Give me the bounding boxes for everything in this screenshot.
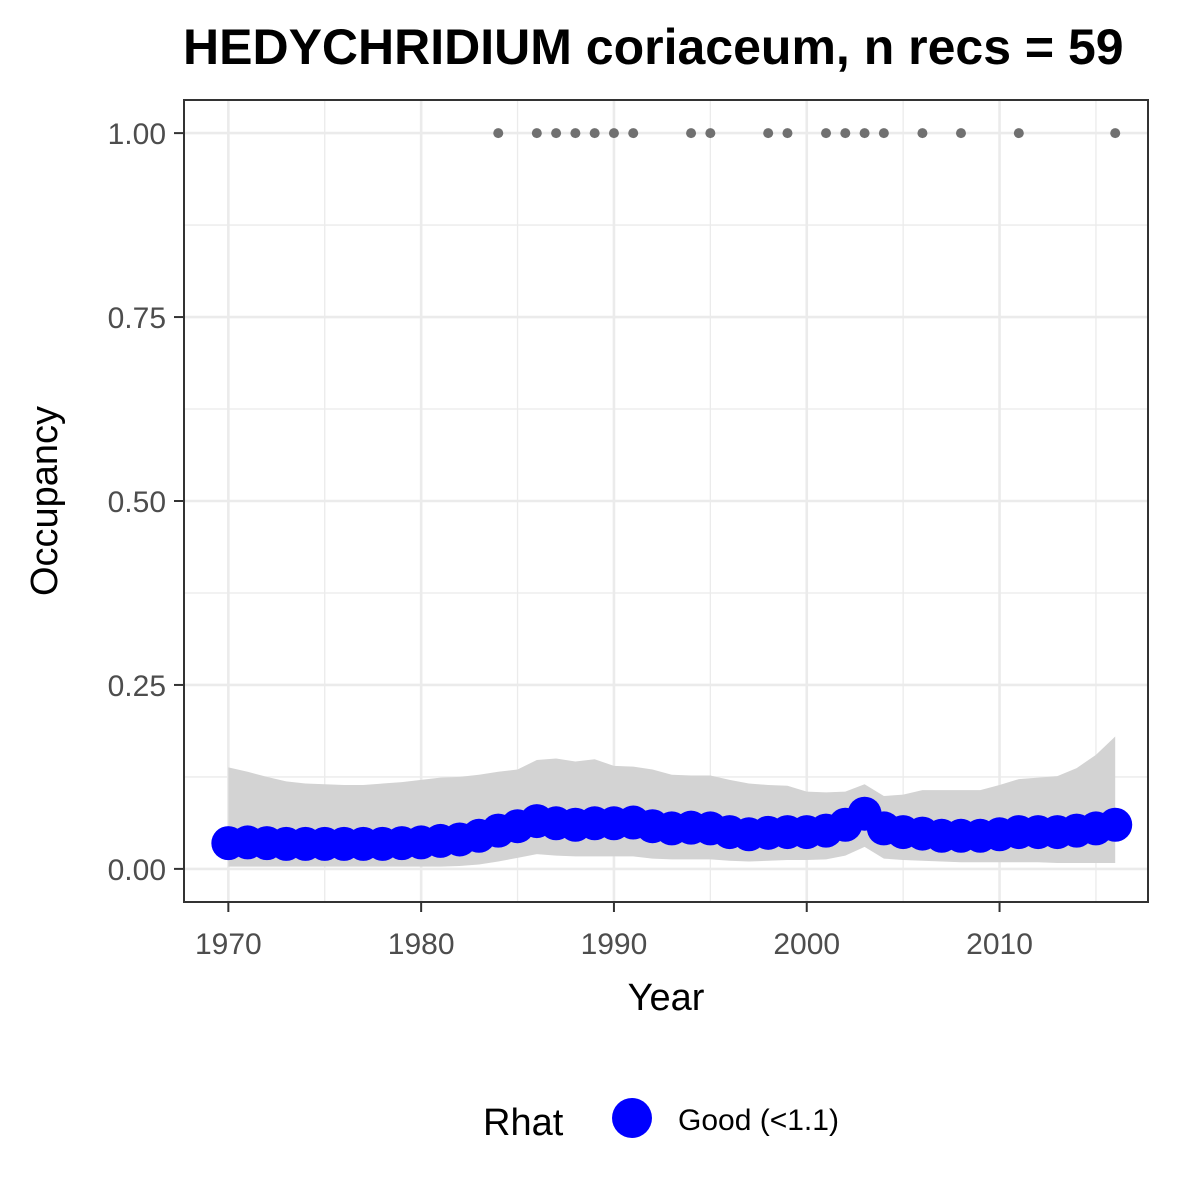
legend: Rhat Good (<1.1) — [483, 1098, 839, 1144]
occupancy-point — [1098, 807, 1133, 842]
record-point — [493, 128, 504, 139]
y-tick-label: 0.00 — [108, 854, 166, 887]
x-tick-label: 2010 — [966, 928, 1033, 961]
record-point — [840, 128, 851, 139]
record-point — [589, 128, 600, 139]
record-point — [686, 128, 697, 139]
record-point — [705, 128, 716, 139]
record-point — [1013, 128, 1024, 139]
plot-grid — [184, 100, 1148, 902]
y-tick-label: 1.00 — [108, 118, 166, 151]
record-point — [551, 128, 562, 139]
record-point — [608, 128, 619, 139]
record-point — [570, 128, 581, 139]
record-point — [878, 128, 889, 139]
record-points — [493, 128, 1121, 139]
record-point — [531, 128, 542, 139]
occupancy-points — [211, 796, 1133, 861]
record-point — [1110, 128, 1121, 139]
x-tick-label: 2000 — [773, 928, 840, 961]
record-point — [782, 128, 793, 139]
x-axis: 1970 1980 1990 2000 2010 — [195, 902, 1033, 961]
legend-title: Rhat — [483, 1102, 564, 1144]
legend-label-good: Good (<1.1) — [678, 1104, 839, 1137]
record-point — [859, 128, 870, 139]
legend-key-good — [612, 1098, 652, 1138]
y-tick-label: 0.25 — [108, 670, 166, 703]
x-tick-label: 1970 — [195, 928, 262, 961]
record-point — [628, 128, 639, 139]
x-axis-label: Year — [628, 977, 705, 1019]
record-point — [955, 128, 966, 139]
y-tick-label: 0.50 — [108, 486, 166, 519]
record-point — [917, 128, 928, 139]
y-tick-label: 0.75 — [108, 302, 166, 335]
y-axis-label: Occupancy — [24, 406, 66, 596]
x-tick-label: 1990 — [581, 928, 648, 961]
record-point — [821, 128, 832, 139]
record-point — [763, 128, 774, 139]
x-tick-label: 1980 — [388, 928, 455, 961]
y-axis: 0.00 0.25 0.50 0.75 1.00 — [108, 118, 184, 887]
chart-title: HEDYCHRIDIUM coriaceum, n recs = 59 — [183, 19, 1124, 75]
